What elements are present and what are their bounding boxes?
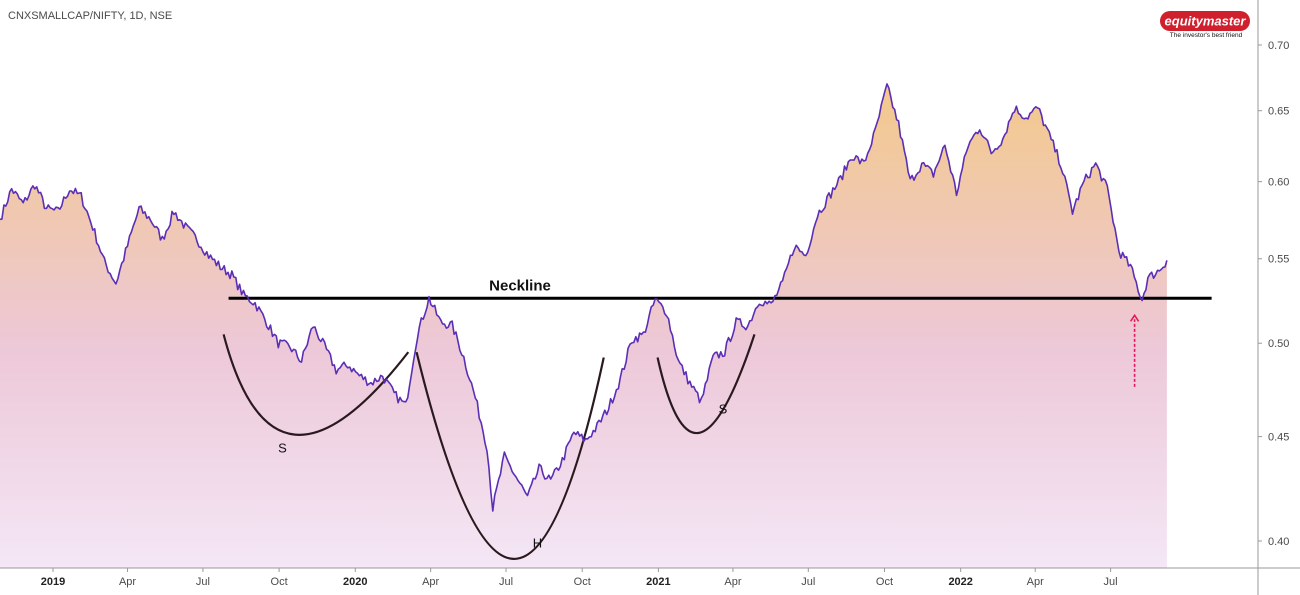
y-tick-label-3: 0.55	[1268, 254, 1289, 266]
x-tick-label-12: 2022	[948, 576, 972, 588]
logo-badge	[1160, 11, 1250, 31]
y-tick-label-4: 0.60	[1268, 177, 1289, 189]
series-area-fill	[0, 83, 1167, 569]
x-tick-label-8: 2021	[646, 576, 670, 588]
pattern-arc-head	[415, 351, 605, 560]
logo-tagline: The investor's best friend	[1170, 32, 1243, 39]
x-tick-label-1: Apr	[119, 576, 136, 588]
x-tick-label-6: Jul	[499, 576, 513, 588]
x-tick-label-5: Apr	[422, 576, 439, 588]
x-tick-label-7: Oct	[574, 576, 591, 588]
brand-logo: equitymaster The investor's best friend	[1160, 11, 1250, 39]
x-tick-label-14: Jul	[1104, 576, 1118, 588]
x-tick-label-0: 2019	[41, 576, 65, 588]
area-layer	[0, 83, 1167, 569]
x-tick-label-2: Jul	[196, 576, 210, 588]
logo-brand-text: equitymaster	[1165, 14, 1247, 29]
arrow-layer	[1129, 313, 1140, 387]
neckline-label: Neckline	[489, 277, 551, 294]
x-tick-label-9: Apr	[724, 576, 741, 588]
y-tick-label-6: 0.70	[1268, 40, 1289, 52]
pattern-label-1: H	[533, 536, 542, 551]
x-tick-label-4: 2020	[343, 576, 367, 588]
x-tick-label-11: Oct	[876, 576, 893, 588]
x-tick-label-3: Oct	[271, 576, 288, 588]
x-tick-label-10: Jul	[801, 576, 815, 588]
pattern-arc-left-shoulder	[222, 334, 410, 436]
y-tick-label-2: 0.50	[1268, 338, 1289, 350]
pattern-label-2: S	[719, 401, 728, 416]
y-tick-label-1: 0.45	[1268, 432, 1289, 444]
arrow-head	[1129, 313, 1140, 322]
y-tick-label-5: 0.65	[1268, 106, 1289, 118]
series-line	[0, 83, 1168, 512]
label-layer: Neckline S H S	[278, 277, 728, 550]
chart-symbol-label: CNXSMALLCAP/NIFTY, 1D, NSE	[8, 10, 172, 22]
pattern-label-0: S	[278, 441, 287, 456]
pattern-arc-right-shoulder	[656, 334, 756, 435]
x-tick-label-13: Apr	[1027, 576, 1044, 588]
line-layer	[0, 83, 1168, 512]
pattern-layer	[222, 334, 756, 560]
y-tick-label-0: 0.40	[1268, 536, 1289, 548]
